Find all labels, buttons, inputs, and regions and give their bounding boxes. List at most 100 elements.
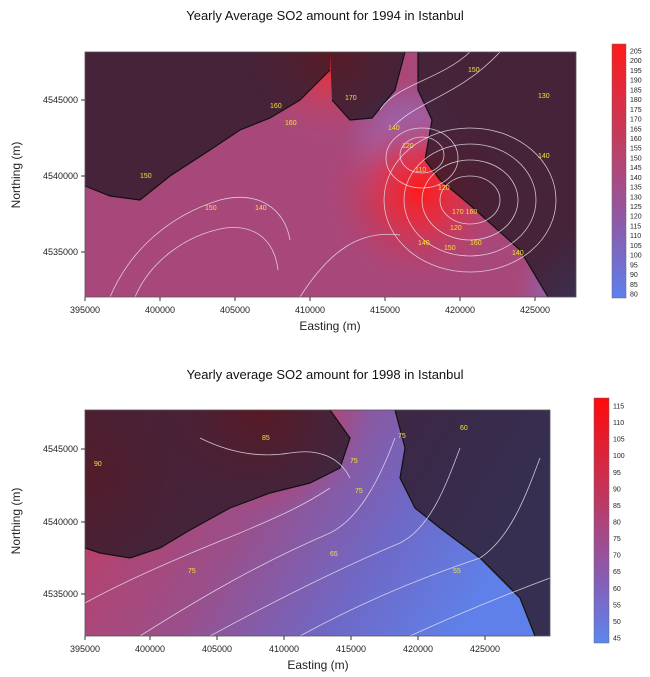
y-tick-label: 4535000: [43, 247, 78, 257]
colorbar-tick-label: 65: [613, 569, 621, 576]
colorbar-tick-label: 170: [630, 117, 642, 124]
contour-label: 140: [418, 240, 430, 247]
y-axis-label: Northing (m): [9, 142, 23, 209]
contour-label: 90: [94, 461, 102, 468]
x-axis-label: Easting (m): [287, 658, 348, 672]
colorbar-tick-label: 115: [630, 223, 641, 230]
colorbar-tick-label: 100: [613, 453, 625, 460]
y-axis: 4545000 4540000 4535000 Northing (m): [9, 95, 85, 257]
x-tick-label: 395000: [70, 305, 100, 315]
contour-label: 140: [512, 250, 524, 257]
colorbar-tick-label: 175: [630, 107, 642, 114]
x-tick-label: 400000: [145, 305, 175, 315]
contour-label: 160: [270, 103, 282, 110]
contour-label: 170: [345, 95, 357, 102]
x-tick-label: 395000: [70, 644, 100, 654]
x-tick-label: 405000: [220, 305, 250, 315]
y-tick-label: 4535000: [43, 589, 78, 599]
colorbar-tick-label: 155: [630, 146, 642, 153]
colorbar-tick-label: 110: [613, 420, 624, 427]
colorbar-tick-label: 195: [630, 68, 642, 75]
colorbar-tick-label: 105: [630, 243, 642, 250]
coastline-asian-side: [417, 52, 549, 298]
contour-label: 160: [470, 240, 482, 247]
northern-landmass: [330, 52, 405, 120]
colorbar-tick-label: 80: [613, 520, 621, 527]
colorbar-tick-label: 150: [630, 155, 642, 162]
x-tick-label: 415000: [370, 305, 400, 315]
colorbar-tick-label: 205: [630, 49, 642, 56]
contour-line: [394, 51, 501, 126]
colorbar-tick-label: 50: [613, 619, 621, 626]
contour-label: 120: [438, 185, 450, 192]
y-axis-label: Northing (m): [9, 488, 23, 555]
colorbar-tick-label: 80: [630, 292, 638, 299]
map-title: Yearly average SO2 amount for 1998 in Is…: [186, 367, 464, 382]
x-axis-label: Easting (m): [299, 319, 360, 333]
colorbar-tick-label: 185: [630, 87, 642, 94]
asian-side-landmass: [418, 52, 576, 297]
contour-line: [403, 143, 537, 257]
colorbar-tick-label: 70: [613, 553, 621, 560]
x-tick-label: 425000: [470, 644, 500, 654]
x-tick-label: 415000: [336, 644, 366, 654]
colorbar-tick-label: 45: [613, 636, 621, 643]
colorbar-tick-label: 95: [613, 470, 621, 477]
colorbar-tick-label: 55: [613, 602, 621, 609]
contour-label: 65: [330, 551, 338, 558]
y-tick-label: 4540000: [43, 517, 78, 527]
contour-line: [199, 437, 351, 479]
contour-line: [409, 577, 551, 637]
colorbar-tick-label: 95: [630, 262, 638, 269]
x-tick-label: 405000: [202, 644, 232, 654]
contour-line: [385, 127, 459, 189]
contour-label: 140: [255, 205, 267, 212]
contour-label: 170 160: [452, 209, 477, 216]
y-tick-label: 4540000: [43, 171, 78, 181]
colorbar-tick-label: 60: [613, 586, 621, 593]
x-tick-label: 410000: [269, 644, 299, 654]
coastline-south-europe: [84, 409, 351, 559]
map-panel-1998: Yearly average SO2 amount for 1998 in Is…: [0, 358, 650, 677]
y-axis: 4545000 4540000 4535000 Northing (m): [9, 444, 85, 599]
colorbar-tick-label: 90: [630, 272, 638, 279]
coastline-golden-horn: [331, 51, 406, 121]
colorbar-tick-label: 130: [630, 194, 642, 201]
colorbar: 115 110 105 100 95 90 85 80 75 70 65 60 55 50 45: [593, 397, 625, 644]
colorbar-tick-label: 200: [630, 58, 642, 65]
contour-label: 150: [468, 67, 480, 74]
colorbar-tick-label: 190: [630, 78, 642, 85]
contour-label: 55: [453, 568, 461, 575]
coastline-south-europe: [84, 69, 331, 201]
contour-label: 120: [450, 225, 462, 232]
contour-line: [209, 447, 461, 637]
colorbar-tick-label: 160: [630, 136, 642, 143]
colorbar-tick-label: 105: [613, 437, 625, 444]
map-panel-1994: Yearly Average SO2 amount for 1994 in Is…: [9, 8, 642, 333]
y-tick-label: 4545000: [43, 95, 78, 105]
colorbar-tick-label: 140: [630, 175, 642, 182]
contour-line: [383, 127, 557, 273]
contour-label: 85: [262, 435, 270, 442]
contour-line: [299, 457, 541, 637]
contour-label: 120: [402, 143, 414, 150]
map-title: Yearly Average SO2 amount for 1994 in Is…: [186, 8, 464, 23]
asian-side-landmass: [395, 410, 550, 636]
contour-label: 140: [538, 153, 550, 160]
contour-label: 75: [355, 488, 363, 495]
x-axis: 395000 400000 405000 410000 415000 42000…: [70, 636, 500, 672]
y-tick-label: 4545000: [43, 444, 78, 454]
x-tick-label: 420000: [403, 644, 433, 654]
contour-label: 150: [205, 205, 217, 212]
colorbar-tick-label: 135: [630, 185, 642, 192]
colorbar-tick-label: 180: [630, 97, 642, 104]
x-tick-label: 425000: [520, 305, 550, 315]
contour-line: [439, 175, 501, 225]
contour-line: [109, 197, 291, 298]
colorbar-tick-label: 110: [630, 233, 641, 240]
colorbar-tick-label: 90: [613, 486, 621, 493]
contour-label: 140: [388, 125, 400, 132]
contour-line: [134, 227, 279, 298]
colorbar-tick-label: 145: [630, 165, 642, 172]
contour-label: 75: [398, 433, 406, 440]
